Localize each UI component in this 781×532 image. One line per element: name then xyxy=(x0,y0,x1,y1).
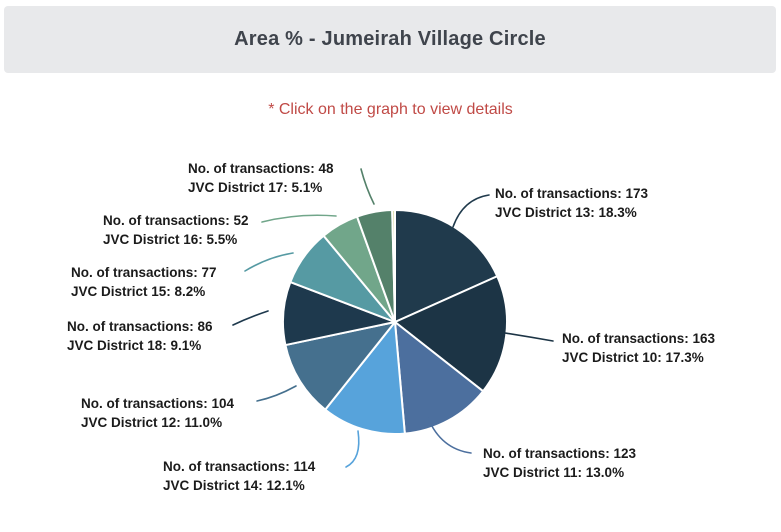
pie-slice-label: No. of transactions: 77 JVC District 15: … xyxy=(71,263,217,301)
leader-line-jvc-district-11 xyxy=(427,417,472,454)
label-transactions: No. of transactions: 163 xyxy=(562,331,716,346)
pie-slice-label: No. of transactions: 163 JVC District 10:… xyxy=(562,329,715,367)
leader-line-jvc-district-18 xyxy=(232,310,269,326)
label-transactions: No. of transactions: 104 xyxy=(81,396,235,411)
label-transactions: No. of transactions: 123 xyxy=(483,446,637,461)
pie-slice-jvc-district-14[interactable] xyxy=(324,321,406,435)
label-transactions: No. of transactions: 86 xyxy=(67,319,213,334)
pie-slice-jvc-district-12[interactable] xyxy=(284,321,396,411)
label-transactions: No. of transactions: 52 xyxy=(103,213,249,228)
pie-slice-label: No. of transactions: 86 JVC District 18: … xyxy=(67,317,213,355)
label-district-percent: JVC District 18: 9.1% xyxy=(67,338,202,353)
leader-line-jvc-district-14 xyxy=(345,430,360,468)
label-district-percent: JVC District 11: 13.0% xyxy=(483,465,625,480)
pie-slice-label: No. of transactions: 123 JVC District 11:… xyxy=(483,444,636,482)
header-bar: Area % - Jumeirah Village Circle xyxy=(4,6,776,73)
label-district-percent: JVC District 10: 17.3% xyxy=(562,350,704,365)
label-district-percent: JVC District 17: 5.1% xyxy=(188,180,323,195)
pie-slice-label: No. of transactions: 52 JVC District 16: … xyxy=(103,211,249,249)
leader-line-jvc-district-17 xyxy=(360,168,375,205)
pie-slice-unlabeled[interactable] xyxy=(391,209,396,323)
leader-line-jvc-district-15 xyxy=(244,252,294,272)
pie-slice-jvc-district-13[interactable] xyxy=(394,209,499,323)
pie-slice-jvc-district-11[interactable] xyxy=(394,321,485,435)
pie-slice-label: No. of transactions: 173 JVC District 13:… xyxy=(495,184,648,222)
label-district-percent: JVC District 13: 18.3% xyxy=(495,205,637,220)
label-transactions: No. of transactions: 48 xyxy=(188,161,334,176)
label-district-percent: JVC District 15: 8.2% xyxy=(71,284,206,299)
leader-line-jvc-district-10 xyxy=(504,332,554,342)
label-district-percent: JVC District 12: 11.0% xyxy=(81,415,223,430)
label-district-percent: JVC District 16: 5.5% xyxy=(103,232,238,247)
pie-slice-label: No. of transactions: 114 JVC District 14:… xyxy=(163,457,315,495)
pie-slice-label: No. of transactions: 104 JVC District 12:… xyxy=(81,394,234,432)
chart-hint: * Click on the graph to view details xyxy=(268,101,513,118)
leader-line-jvc-district-13 xyxy=(452,194,490,228)
label-transactions: No. of transactions: 173 xyxy=(495,186,649,201)
page-title: Area % - Jumeirah Village Circle xyxy=(234,28,546,50)
pie-slice-label: No. of transactions: 48 JVC District 17: … xyxy=(188,159,334,197)
label-district-percent: JVC District 14: 12.1% xyxy=(163,478,305,493)
leader-line-jvc-district-12 xyxy=(256,385,297,402)
leader-line-jvc-district-16 xyxy=(261,214,337,223)
label-transactions: No. of transactions: 114 xyxy=(163,459,316,474)
label-transactions: No. of transactions: 77 xyxy=(71,265,217,280)
pie-slice-jvc-district-10[interactable] xyxy=(394,275,508,393)
